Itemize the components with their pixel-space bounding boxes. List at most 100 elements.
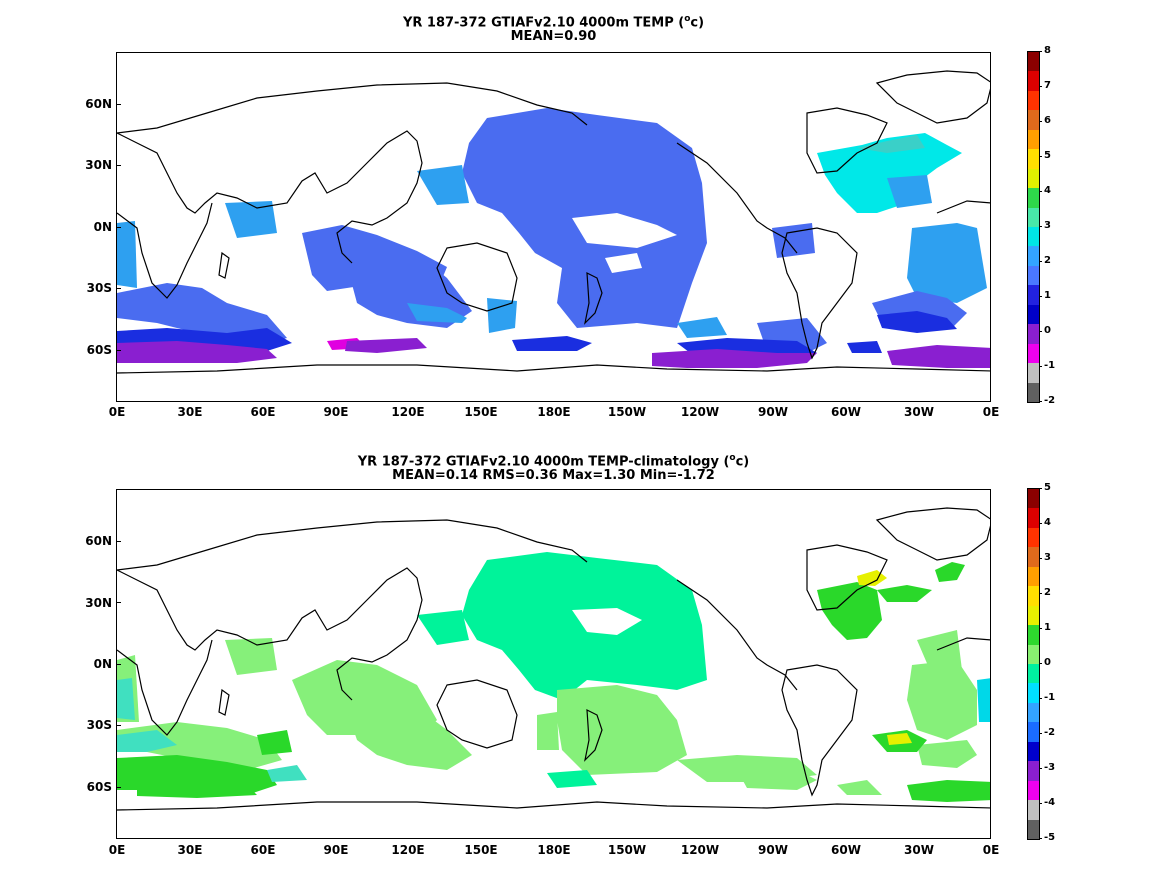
top-lon-label-0e: 0E — [108, 405, 126, 419]
colorbar-segment — [1028, 625, 1039, 646]
bottom-anomaly-field — [117, 552, 990, 802]
colorbar-label: 6 — [1044, 115, 1051, 126]
bottom-coastlines — [117, 507, 990, 811]
colorbar-label: 7 — [1044, 80, 1051, 91]
top-lon-label-0e-end: 0E — [982, 405, 1000, 419]
colorbar-segment — [1028, 566, 1039, 587]
colorbar-label: 4 — [1044, 185, 1051, 196]
bottom-lon-label-150e: 150E — [464, 843, 498, 857]
colorbar-tick — [1039, 593, 1042, 594]
colorbar-segment — [1028, 489, 1039, 509]
bottom-lon-label-150w: 150W — [607, 843, 647, 857]
bottom-lat-label-0n: 0N — [93, 657, 112, 671]
colorbar-segment — [1028, 527, 1039, 548]
colorbar-label: -1 — [1044, 360, 1056, 371]
colorbar-segment — [1028, 547, 1039, 568]
top-lon-label-60e: 60E — [250, 405, 276, 419]
colorbar-label: 4 — [1044, 517, 1051, 528]
colorbar-segment — [1028, 110, 1039, 131]
bottom-lon-label-60w: 60W — [831, 843, 861, 857]
top-lat-label-60n: 60N — [85, 97, 112, 111]
bottom-lon-label-90w: 90W — [758, 843, 788, 857]
colorbar-label: 5 — [1044, 482, 1051, 493]
colorbar-label: -2 — [1044, 727, 1056, 738]
colorbar-segment — [1028, 207, 1039, 228]
bottom-map-plot — [116, 489, 991, 839]
colorbar-segment — [1028, 382, 1039, 403]
bottom-lon-label-30e: 30E — [177, 843, 203, 857]
colorbar-label: -5 — [1044, 832, 1056, 843]
colorbar-tick — [1039, 226, 1042, 227]
top-title-line2: MEAN=0.90 — [510, 29, 597, 44]
colorbar-label: -3 — [1044, 762, 1056, 773]
colorbar-segment — [1028, 644, 1039, 665]
colorbar-tick — [1039, 838, 1042, 839]
colorbar-tick — [1039, 628, 1042, 629]
bottom-lat-label-60n: 60N — [85, 534, 112, 548]
bottom-map-svg — [117, 507, 990, 811]
colorbar-segment — [1028, 149, 1039, 170]
colorbar-segment — [1028, 819, 1039, 840]
bottom-lon-label-120w: 120W — [680, 843, 720, 857]
top-map-panel: YR 187-372 GTIAFv2.10 4000m TEMP (oc) ME… — [0, 0, 1167, 437]
colorbar-tick — [1039, 121, 1042, 122]
colorbar-tick — [1039, 733, 1042, 734]
colorbar-label: 0 — [1044, 657, 1051, 668]
colorbar-tick — [1039, 768, 1042, 769]
colorbar-tick — [1039, 51, 1042, 52]
colorbar-label: 3 — [1044, 552, 1051, 563]
bottom-lon-label-0e-end: 0E — [982, 843, 1000, 857]
colorbar-label: 1 — [1044, 622, 1051, 633]
bottom-lon-label-0e: 0E — [108, 843, 126, 857]
colorbar-segment — [1028, 683, 1039, 704]
colorbar-label: 5 — [1044, 150, 1051, 161]
bottom-lat-label-60s: 60S — [86, 780, 112, 794]
colorbar-segment — [1028, 508, 1039, 529]
top-temperature-field — [117, 108, 990, 368]
colorbar-tick — [1039, 191, 1042, 192]
colorbar-label: 3 — [1044, 220, 1051, 231]
top-lon-label-90w: 90W — [758, 405, 788, 419]
colorbar-segment — [1028, 285, 1039, 306]
colorbar-tick — [1039, 331, 1042, 332]
colorbar-tick — [1039, 296, 1042, 297]
bottom-title-line2: MEAN=0.14 RMS=0.36 Max=1.30 Min=-1.72 — [392, 468, 715, 483]
colorbar-segment — [1028, 90, 1039, 111]
colorbar-tick — [1039, 663, 1042, 664]
colorbar-tick — [1039, 803, 1042, 804]
colorbar-segment — [1028, 246, 1039, 267]
colorbar-tick — [1039, 401, 1042, 402]
bottom-lat-label-30s: 30S — [86, 718, 112, 732]
top-lat-label-30n: 30N — [85, 158, 112, 172]
colorbar-tick — [1039, 523, 1042, 524]
colorbar-segment — [1028, 722, 1039, 743]
top-lon-label-150w: 150W — [607, 405, 647, 419]
bottom-lon-label-90e: 90E — [323, 843, 349, 857]
colorbar-tick — [1039, 156, 1042, 157]
colorbar-label: 2 — [1044, 587, 1051, 598]
colorbar-segment — [1028, 761, 1039, 782]
top-lon-label-60w: 60W — [831, 405, 861, 419]
bottom-lat-label-30n: 30N — [85, 596, 112, 610]
colorbar-label: 1 — [1044, 290, 1051, 301]
colorbar-tick — [1039, 488, 1042, 489]
colorbar-tick — [1039, 698, 1042, 699]
colorbar-segment — [1028, 664, 1039, 684]
colorbar-segment — [1028, 586, 1039, 607]
colorbar-segment — [1028, 605, 1039, 626]
colorbar-segment — [1028, 343, 1039, 364]
top-title-line1: YR 187-372 GTIAFv2.10 4000m TEMP (oc) — [402, 14, 705, 31]
top-lat-label-60s: 60S — [86, 343, 112, 357]
colorbar-segment — [1028, 741, 1039, 762]
colorbar-segment — [1028, 71, 1039, 92]
bottom-lon-label-30w: 30W — [904, 843, 934, 857]
top-lon-label-180e: 180E — [537, 405, 571, 419]
bottom-map-panel: YR 187-372 GTIAFv2.10 4000m TEMP-climato… — [0, 437, 1167, 875]
top-coastlines — [117, 70, 990, 374]
colorbar-tick — [1039, 366, 1042, 367]
top-lat-label-0n: 0N — [93, 220, 112, 234]
bottom-colorbar — [1027, 488, 1040, 840]
top-map-plot — [116, 52, 991, 402]
colorbar-segment — [1028, 188, 1039, 209]
colorbar-segment — [1028, 304, 1039, 325]
